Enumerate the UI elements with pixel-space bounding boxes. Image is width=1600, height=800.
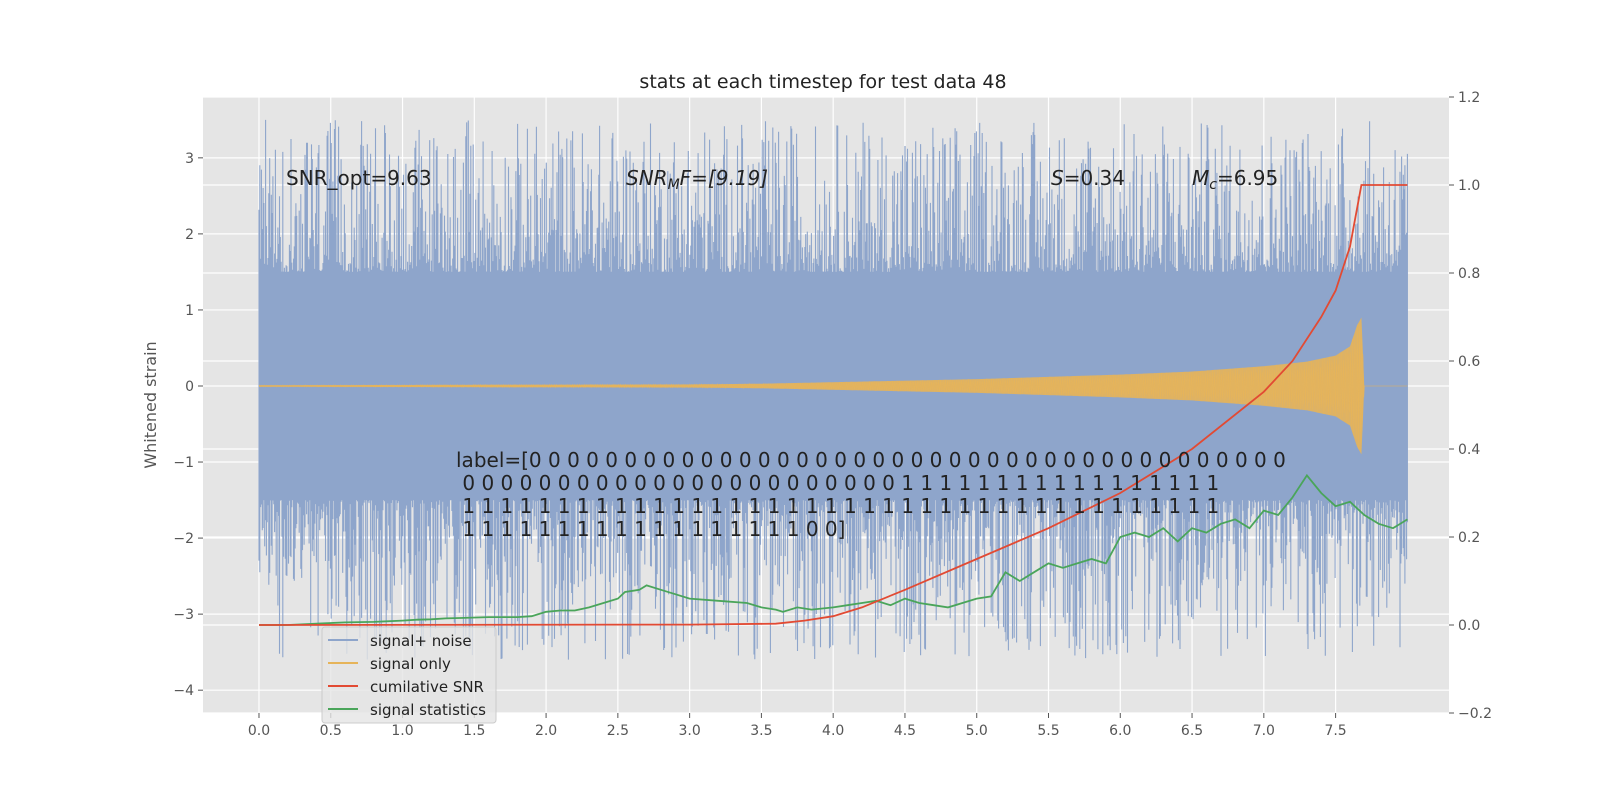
right-y-tick-label: 1.0 xyxy=(1458,178,1480,194)
x-tick-label: 7.0 xyxy=(1253,723,1275,739)
y-tick-label: 1 xyxy=(185,303,194,319)
x-tick-label: 2.5 xyxy=(607,723,629,739)
legend: signal+ noise signal only cumilative SNR… xyxy=(321,626,497,724)
signal-only-series xyxy=(258,317,1408,455)
chart-title: stats at each timestep for test data 48 xyxy=(639,71,1006,93)
y-tick-label: 2 xyxy=(185,227,194,243)
chirp-mass-value: =6.95 xyxy=(1217,166,1278,190)
right-y-axis-ticks: −0.2 0.0 0.2 0.4 0.6 0.8 1.0 1.2 xyxy=(1449,90,1492,722)
label-line-3: 1 1 1 1 1 1 1 1 1 1 1 1 1 1 1 1 1 1 1 1 … xyxy=(456,494,1219,518)
spin-annotation: S=0.34 xyxy=(1051,166,1125,190)
signal-only-envelope xyxy=(259,317,1408,455)
snr-mf-subscript: M xyxy=(668,177,680,193)
legend-label-signal-noise: signal+ noise xyxy=(370,632,472,650)
legend-label-signal-only: signal only xyxy=(370,655,451,673)
right-y-tick-label: 0.4 xyxy=(1458,442,1480,458)
signal-statistics-line xyxy=(259,473,1408,626)
x-tick-label: 1.0 xyxy=(391,723,413,739)
x-tick-label: 0.0 xyxy=(248,723,270,739)
chirp-mass-symbol: M xyxy=(1192,166,1209,190)
cumulative-snr-line xyxy=(258,184,1408,626)
x-tick-label: 6.0 xyxy=(1109,723,1131,739)
x-tick-label: 5.0 xyxy=(966,723,988,739)
x-axis-ticks: 0.0 0.5 1.0 1.5 2.0 2.5 3.0 3.5 4.0 4.5 5.0 5.5 6.0 6… xyxy=(248,713,1347,739)
y-tick-label: −3 xyxy=(173,607,194,623)
right-y-tick-label: 1.2 xyxy=(1458,90,1480,106)
chirp-mass-annotation: Mc=6.95 xyxy=(1192,166,1278,193)
x-tick-label: 0.5 xyxy=(320,723,342,739)
x-tick-label: 1.5 xyxy=(463,723,485,739)
legend-box xyxy=(321,626,497,724)
right-y-tick-label: 0.0 xyxy=(1458,618,1480,634)
y-tick-label: −1 xyxy=(173,455,194,471)
x-tick-label: 4.0 xyxy=(822,723,844,739)
y-axis-ticks: −4 −3 −2 −1 0 1 2 3 xyxy=(173,151,203,699)
y-tick-label: −4 xyxy=(173,683,194,699)
snr-mf-annotation: SNRMF=[9.19] xyxy=(626,166,768,193)
legend-label-cumulative-snr: cumilative SNR xyxy=(370,678,484,696)
right-y-tick-label: −0.2 xyxy=(1458,706,1492,722)
x-tick-label: 6.5 xyxy=(1181,723,1203,739)
label-line-4: 1 1 1 1 1 1 1 1 1 1 1 1 1 1 1 1 1 1 0 0] xyxy=(456,517,845,541)
right-axis-series xyxy=(258,184,1408,626)
right-y-tick-label: 0.6 xyxy=(1458,354,1480,370)
y-axis-label: Whitened strain xyxy=(141,341,160,468)
right-y-tick-label: 0.8 xyxy=(1458,266,1480,282)
right-y-tick-label: 0.2 xyxy=(1458,530,1480,546)
x-tick-label: 3.0 xyxy=(678,723,700,739)
x-tick-label: 5.5 xyxy=(1037,723,1059,739)
y-tick-label: −2 xyxy=(173,531,194,547)
snr-opt-annotation: SNR_opt=9.63 xyxy=(286,166,432,190)
spin-value: =0.34 xyxy=(1064,166,1125,190)
x-tick-label: 2.0 xyxy=(535,723,557,739)
spin-symbol: S xyxy=(1051,166,1064,190)
label-line-1: label=[0 0 0 0 0 0 0 0 0 0 0 0 0 0 0 0 0… xyxy=(456,448,1286,472)
legend-label-signal-statistics: signal statistics xyxy=(370,701,486,719)
y-tick-label: 3 xyxy=(185,151,194,167)
x-tick-label: 3.5 xyxy=(750,723,772,739)
snr-mf-value: F=[9.19] xyxy=(680,166,768,190)
x-tick-label: 7.5 xyxy=(1324,723,1346,739)
x-tick-label: 4.5 xyxy=(894,723,916,739)
label-annotation: label=[0 0 0 0 0 0 0 0 0 0 0 0 0 0 0 0 0… xyxy=(456,448,1286,541)
signal-only-oscillation xyxy=(258,323,1408,450)
snr-mf-symbol: SNR xyxy=(626,166,668,190)
chirp-mass-subscript: c xyxy=(1209,177,1217,193)
label-line-2: 0 0 0 0 0 0 0 0 0 0 0 0 0 0 0 0 0 0 0 0 … xyxy=(456,471,1219,495)
y-tick-label: 0 xyxy=(185,379,194,395)
